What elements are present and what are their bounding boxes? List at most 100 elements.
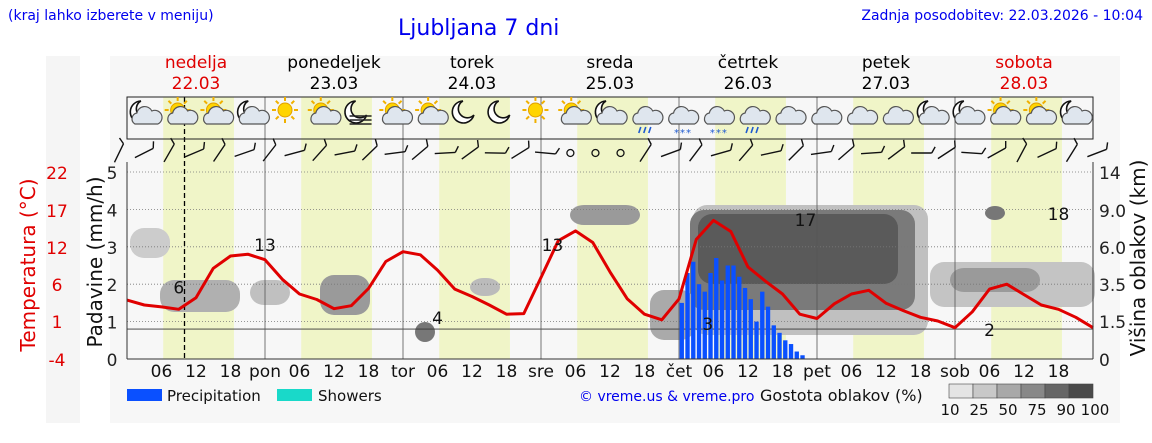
sun-ray	[525, 100, 530, 105]
moon-icon	[487, 100, 511, 124]
wind-barb	[987, 141, 1007, 159]
sun-ray	[433, 100, 439, 105]
moon-cloud-icon	[1059, 100, 1093, 125]
barb-feather	[830, 144, 835, 152]
wind-barb	[262, 138, 277, 162]
wind-barb	[511, 140, 530, 160]
barb-feather	[749, 138, 754, 146]
height-tick-label: 0	[1099, 351, 1110, 371]
barb-shaft	[434, 151, 456, 155]
sun-ray	[418, 100, 423, 105]
sun-cloud-icon	[164, 97, 199, 125]
moon-cloud-icon	[236, 100, 270, 125]
height-tick-label: 1.5	[1099, 313, 1126, 333]
cloud-shape	[560, 105, 592, 125]
cloud-shape	[882, 105, 914, 125]
precipitation-bar	[737, 276, 742, 359]
precipitation-bar	[748, 299, 753, 359]
temperature-curve	[126, 218, 1094, 330]
sun-ray	[1026, 100, 1031, 105]
barb-shaft	[660, 148, 681, 158]
day-name: ponedeljek	[287, 53, 381, 73]
precip-tick-label: 1	[107, 314, 118, 334]
sun-ray	[290, 100, 295, 105]
precipitation-bar	[777, 332, 782, 359]
wind-barb	[860, 145, 886, 155]
day-name: sreda	[586, 53, 633, 73]
x-tick-label: pet	[803, 362, 831, 382]
barb-feather	[902, 139, 906, 147]
snow-flake: *	[674, 128, 679, 139]
sun-ray	[275, 115, 280, 120]
x-tick-label: 12	[1013, 362, 1035, 382]
barb-shaft	[511, 146, 530, 160]
cloud-shape	[596, 105, 628, 125]
snow-flake: *	[680, 128, 685, 139]
precip-tick-label: 0	[107, 351, 118, 371]
barb-shaft	[961, 151, 982, 155]
moon-shape	[487, 100, 511, 124]
day-date: 28.03	[1000, 74, 1049, 94]
cloud-area	[130, 228, 170, 258]
day-date: 22.03	[172, 74, 221, 94]
cloud-legend-value: 50	[998, 401, 1017, 419]
barb-feather	[730, 143, 733, 151]
temperature-tick-label: 17	[46, 202, 68, 222]
precipitation-bar	[794, 351, 799, 359]
precipitation-bar	[760, 291, 765, 359]
cloud-shape	[1025, 105, 1058, 125]
barb-shaft	[184, 148, 204, 158]
cloud-shape	[167, 105, 199, 125]
moon-cloud-icon	[129, 100, 163, 125]
height-tick-label: 6.0	[1099, 239, 1126, 259]
moon-cloud-icon	[594, 100, 628, 125]
wind-barb	[212, 137, 226, 162]
barb-shaft	[1087, 148, 1107, 158]
wind-barb	[1037, 141, 1058, 158]
moon-shape	[344, 100, 368, 124]
barb-shaft	[689, 144, 703, 162]
temperature-tick-label: 1	[52, 313, 63, 333]
wind-barb	[434, 145, 459, 155]
barb-shaft	[411, 145, 429, 161]
barb-feather	[476, 139, 480, 148]
temperature-label: 18	[1048, 205, 1070, 225]
sun-cloud-icon	[1023, 97, 1058, 125]
x-tick-label: 06	[289, 362, 311, 382]
barb-feather	[981, 147, 987, 155]
barb-shaft	[887, 146, 906, 160]
x-tick-label: 12	[185, 362, 207, 382]
x-tick-label: 18	[634, 362, 656, 382]
sun-icon	[522, 97, 549, 123]
sun-ray	[1006, 100, 1011, 105]
cloud-shape	[811, 105, 843, 125]
cloud-shape	[847, 105, 879, 125]
daylight-band	[991, 97, 1062, 359]
snow-flake: *	[686, 128, 691, 139]
last-updated: Zadnja posodobitev: 22.03.2026 - 10:04	[861, 8, 1143, 24]
barb-shaft	[1016, 143, 1028, 163]
barb-shaft	[334, 150, 355, 156]
cloud-area	[250, 280, 290, 305]
wind-barb	[689, 138, 703, 162]
wind-barb	[639, 137, 652, 163]
barb-feather	[425, 139, 429, 147]
wind-calm	[616, 148, 625, 158]
wind-calm	[566, 148, 575, 158]
sun-cloud-icon	[200, 97, 235, 125]
temperature-axis-band	[46, 56, 80, 423]
x-tick-label: sob	[940, 362, 970, 382]
wind-barb	[534, 147, 561, 155]
sun-ray	[275, 100, 280, 105]
precip-tick-label: 5	[107, 164, 118, 184]
cloud-legend-value: 10	[940, 401, 959, 419]
barb-feather	[272, 138, 277, 146]
sun-ray	[561, 100, 566, 105]
barb-shaft	[212, 144, 226, 162]
barb-feather	[374, 138, 378, 147]
temperature-label: 2	[984, 321, 995, 341]
wind-barb	[184, 141, 206, 158]
precipitation-bar	[685, 272, 690, 359]
sun-ray	[203, 100, 208, 105]
sun-cloud-icon	[987, 97, 1022, 125]
